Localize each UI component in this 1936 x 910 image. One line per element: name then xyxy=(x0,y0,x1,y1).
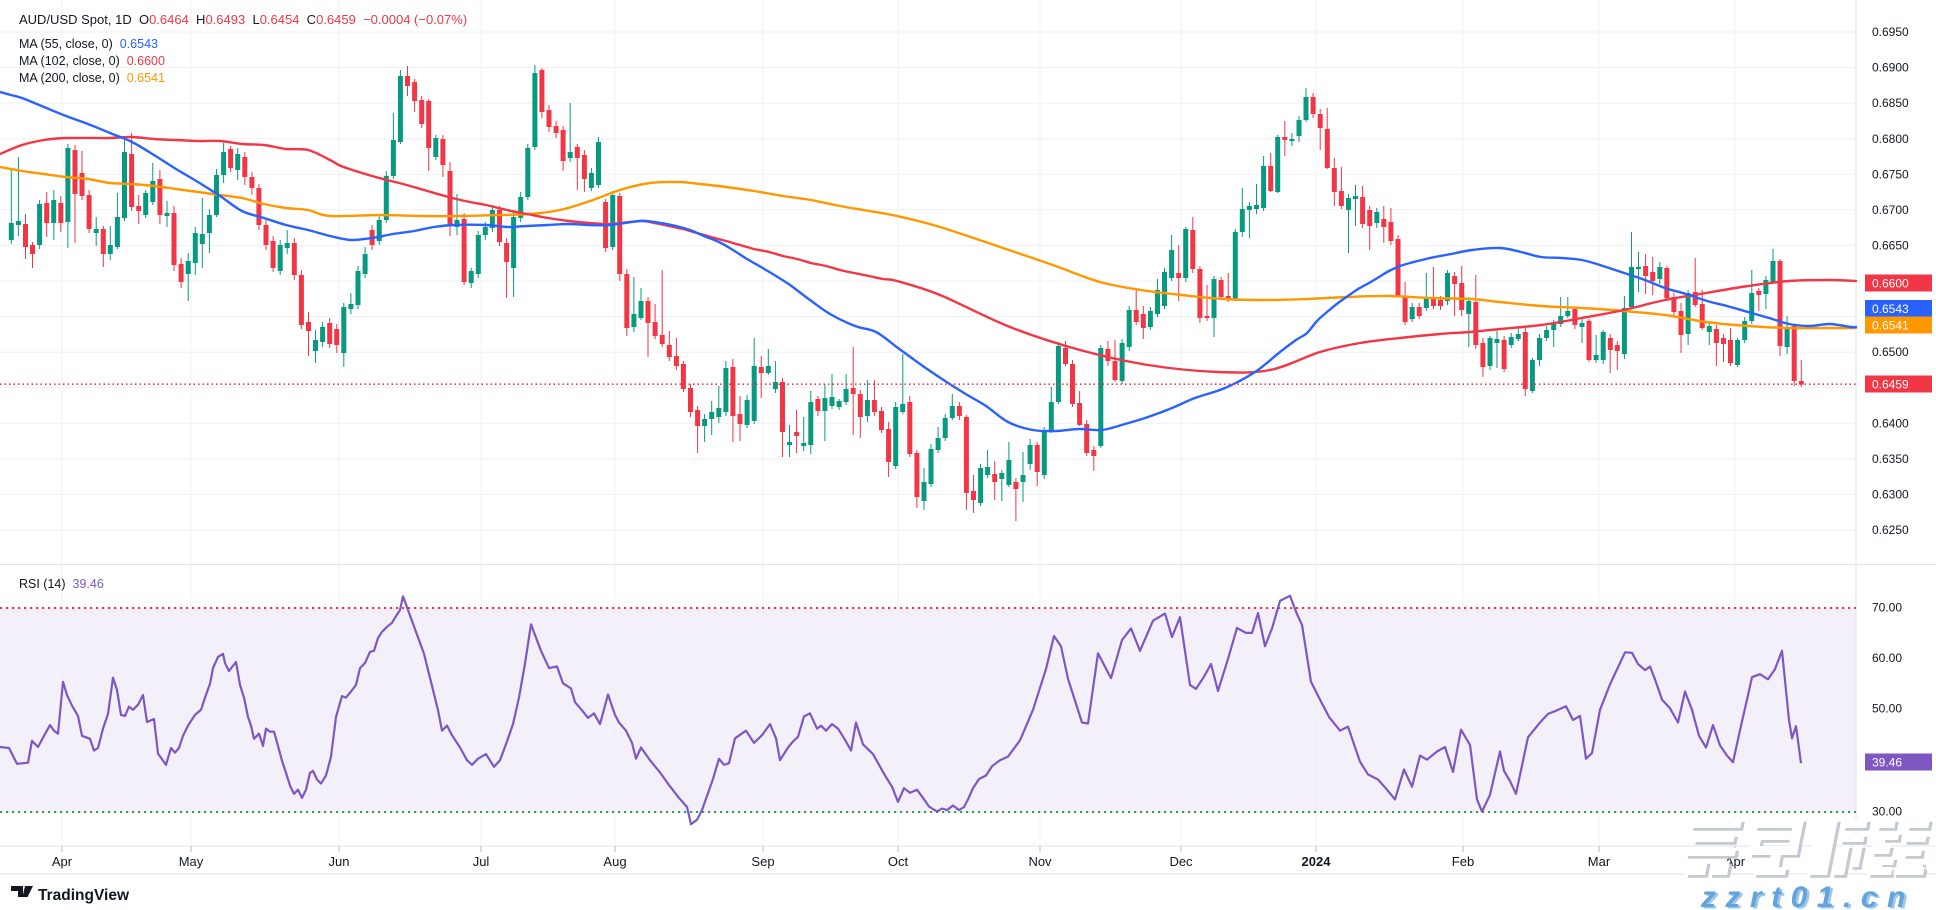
svg-text:zzrt01.cn: zzrt01.cn xyxy=(1703,883,1918,910)
svg-text:2024: 2024 xyxy=(1302,854,1332,869)
svg-text:0.6300: 0.6300 xyxy=(1872,488,1909,502)
svg-text:TradingView: TradingView xyxy=(38,887,130,904)
svg-text:RSI (14) 39.46: RSI (14) 39.46 xyxy=(19,577,104,591)
svg-text:0.6600: 0.6600 xyxy=(1872,277,1909,291)
svg-text:Oct: Oct xyxy=(888,854,909,869)
svg-text:Apr: Apr xyxy=(52,854,73,869)
svg-text:0.6850: 0.6850 xyxy=(1872,96,1909,110)
svg-text:MA (200, close, 0) 0.6541: MA (200, close, 0) 0.6541 xyxy=(19,71,165,85)
svg-text:May: May xyxy=(179,854,204,869)
svg-text:0.6250: 0.6250 xyxy=(1872,523,1909,537)
svg-text:0.6800: 0.6800 xyxy=(1872,132,1909,146)
svg-text:30.00: 30.00 xyxy=(1872,805,1902,819)
svg-text:MA (55, close, 0) 0.6543: MA (55, close, 0) 0.6543 xyxy=(19,37,158,51)
svg-text:0.6541: 0.6541 xyxy=(1872,319,1909,333)
svg-text:39.46: 39.46 xyxy=(1872,756,1902,770)
svg-text:Jul: Jul xyxy=(473,854,490,869)
svg-text:50.00: 50.00 xyxy=(1872,702,1902,716)
svg-text:Mar: Mar xyxy=(1588,854,1611,869)
svg-text:0.6700: 0.6700 xyxy=(1872,203,1909,217)
svg-text:0.6543: 0.6543 xyxy=(1872,302,1909,316)
svg-text:60.00: 60.00 xyxy=(1872,651,1902,665)
svg-text:0.6750: 0.6750 xyxy=(1872,167,1909,181)
svg-text:0.6950: 0.6950 xyxy=(1872,25,1909,39)
svg-text:zzrt01.cn: zzrt01.cn xyxy=(1700,881,1915,910)
svg-text:Jun: Jun xyxy=(329,854,350,869)
svg-text:0.6459: 0.6459 xyxy=(1872,378,1909,392)
svg-text:MA (102, close, 0) 0.6600: MA (102, close, 0) 0.6600 xyxy=(19,54,165,68)
svg-text:AUD/USD Spot, 1D O0.6464 H0.: AUD/USD Spot, 1D O0.6464 H0.6493 L0.6454… xyxy=(19,12,467,27)
svg-text:Nov: Nov xyxy=(1028,854,1052,869)
svg-text:Sep: Sep xyxy=(751,854,774,869)
svg-text:70.00: 70.00 xyxy=(1872,601,1902,615)
svg-text:0.6900: 0.6900 xyxy=(1872,61,1909,75)
svg-text:0.6350: 0.6350 xyxy=(1872,452,1909,466)
svg-text:0.6650: 0.6650 xyxy=(1872,239,1909,253)
svg-text:Aug: Aug xyxy=(603,854,626,869)
svg-text:Dec: Dec xyxy=(1169,854,1193,869)
svg-text:0.6400: 0.6400 xyxy=(1872,416,1909,430)
svg-text:0.6500: 0.6500 xyxy=(1872,345,1909,359)
svg-text:Feb: Feb xyxy=(1452,854,1474,869)
